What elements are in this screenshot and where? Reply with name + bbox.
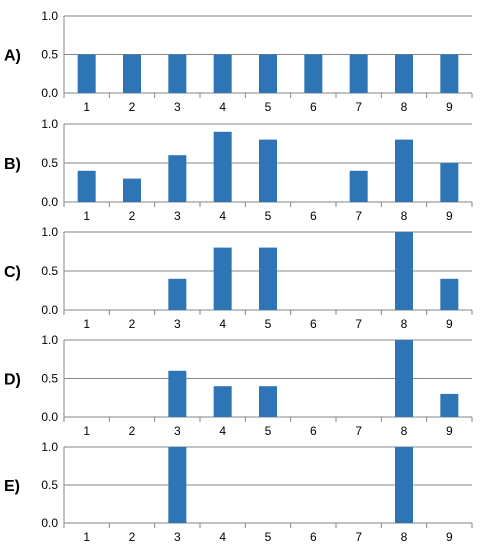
x-tick-label: 9: [446, 209, 453, 223]
x-tick-label: 3: [174, 424, 181, 438]
x-tick-label: 5: [265, 100, 272, 114]
x-tick-label: 7: [355, 100, 362, 114]
bar: [213, 386, 232, 417]
x-tick-label: 2: [129, 424, 136, 438]
bar: [349, 170, 368, 202]
x-tick-label: 5: [265, 209, 272, 223]
x-tick-label: 9: [446, 424, 453, 438]
x-tick-label: 6: [310, 530, 317, 544]
x-tick-label: 5: [265, 530, 272, 544]
y-tick-label: 1.0: [41, 225, 58, 239]
x-tick-label: 4: [219, 209, 226, 223]
y-tick-label: 0.5: [41, 372, 58, 386]
bar: [395, 232, 413, 310]
y-tick-label: 1.0: [41, 440, 58, 454]
bar: [123, 54, 141, 93]
x-tick-label: 1: [83, 424, 90, 438]
y-tick-label: 0.0: [41, 303, 58, 317]
y-tick-label: 0.5: [41, 264, 58, 278]
y-tick-label: 1.0: [41, 9, 58, 23]
y-tick-label: 0.5: [41, 48, 58, 62]
x-tick-label: 7: [355, 209, 362, 223]
x-tick-label: 9: [446, 530, 453, 544]
x-tick-label: 7: [355, 317, 362, 331]
bar: [168, 447, 187, 523]
y-tick-label: 0.0: [41, 86, 58, 100]
x-tick-label: 7: [355, 424, 362, 438]
panel-label: B): [4, 156, 21, 173]
bar: [168, 278, 187, 310]
bar: [395, 139, 413, 202]
bar: [168, 54, 187, 93]
bar: [259, 54, 277, 93]
y-tick-label: 0.0: [41, 195, 58, 209]
x-tick-label: 9: [446, 317, 453, 331]
x-tick-label: 4: [219, 530, 226, 544]
x-tick-label: 8: [401, 100, 408, 114]
bar: [440, 393, 459, 417]
y-tick-label: 1.0: [41, 333, 58, 347]
y-tick-label: 0.5: [41, 156, 58, 170]
bar: [213, 247, 232, 310]
bar: [440, 54, 459, 93]
panel-label: D): [4, 372, 21, 389]
x-tick-label: 6: [310, 317, 317, 331]
x-tick-label: 2: [129, 530, 136, 544]
x-tick-label: 4: [219, 317, 226, 331]
bar: [395, 340, 413, 417]
bar: [213, 54, 232, 93]
x-tick-label: 3: [174, 530, 181, 544]
x-tick-label: 8: [401, 209, 408, 223]
panel-label: E): [4, 478, 20, 495]
y-tick-label: 0.0: [41, 516, 58, 530]
bar: [77, 170, 96, 202]
x-tick-label: 4: [219, 100, 226, 114]
bar: [259, 139, 277, 202]
bar: [259, 247, 277, 310]
bar: [77, 54, 96, 93]
bar: [395, 54, 413, 93]
bar: [259, 386, 277, 417]
x-tick-label: 3: [174, 317, 181, 331]
panel-label: A): [4, 48, 21, 65]
x-tick-label: 8: [401, 424, 408, 438]
x-tick-label: 9: [446, 100, 453, 114]
bar: [213, 131, 232, 202]
x-tick-label: 4: [219, 424, 226, 438]
panel-label: C): [4, 264, 21, 281]
x-tick-label: 8: [401, 317, 408, 331]
bar: [440, 278, 459, 310]
x-tick-label: 3: [174, 100, 181, 114]
x-tick-label: 6: [310, 209, 317, 223]
x-tick-label: 5: [265, 424, 272, 438]
x-tick-label: 2: [129, 100, 136, 114]
bar: [304, 54, 323, 93]
y-tick-label: 0.0: [41, 410, 58, 424]
x-tick-label: 1: [83, 530, 90, 544]
bar: [349, 54, 368, 93]
bar: [440, 163, 459, 202]
x-tick-label: 3: [174, 209, 181, 223]
x-tick-label: 1: [83, 100, 90, 114]
x-tick-label: 2: [129, 317, 136, 331]
x-tick-label: 1: [83, 317, 90, 331]
bar: [123, 178, 141, 202]
x-tick-label: 6: [310, 424, 317, 438]
x-tick-label: 1: [83, 209, 90, 223]
x-tick-label: 6: [310, 100, 317, 114]
bar: [395, 447, 413, 523]
x-tick-label: 5: [265, 317, 272, 331]
x-tick-label: 7: [355, 530, 362, 544]
y-tick-label: 0.5: [41, 478, 58, 492]
y-tick-label: 1.0: [41, 117, 58, 131]
bar: [168, 370, 187, 417]
bar: [168, 155, 187, 202]
x-tick-label: 2: [129, 209, 136, 223]
x-tick-label: 8: [401, 530, 408, 544]
